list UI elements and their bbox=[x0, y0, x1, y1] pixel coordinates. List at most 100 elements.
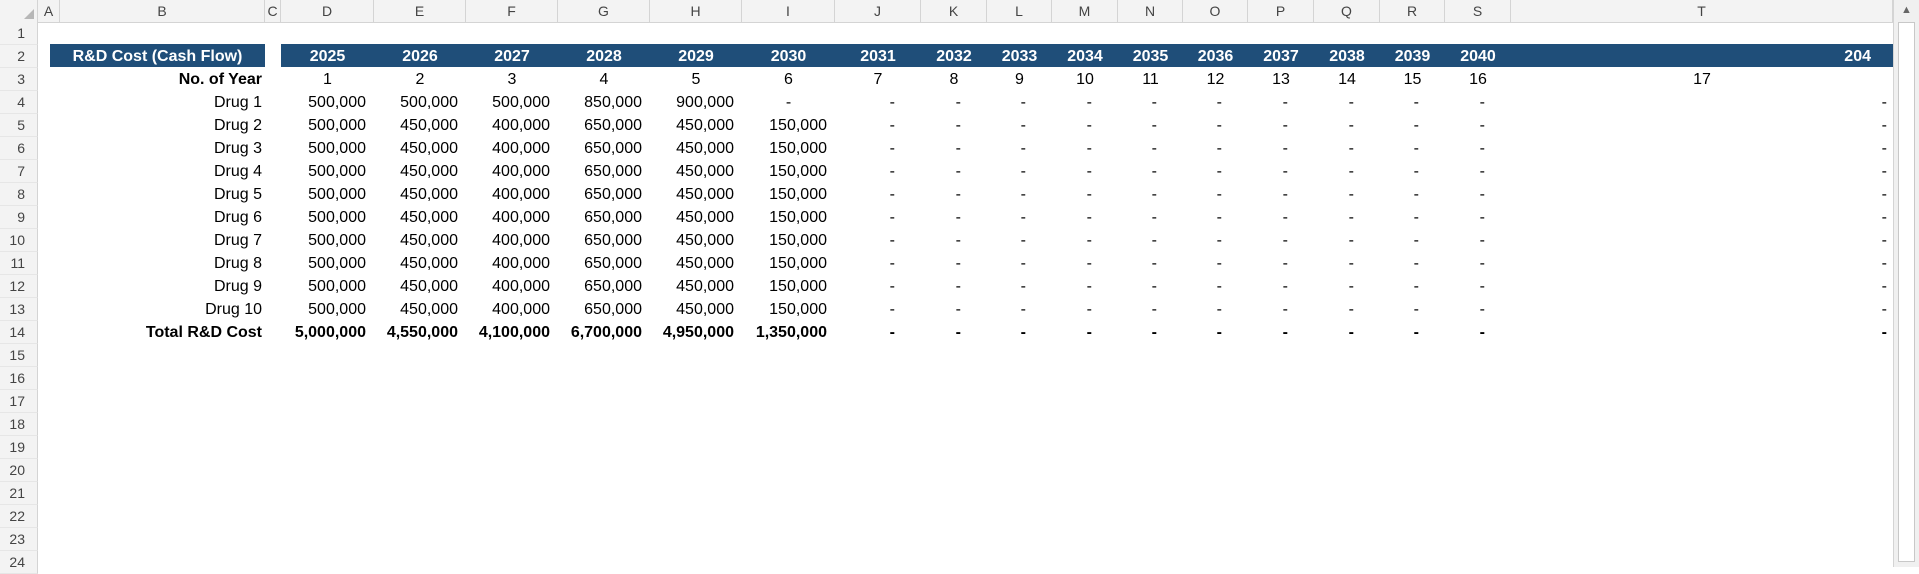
column-header-c[interactable]: C bbox=[265, 0, 281, 22]
drug-value-cell[interactable]: - bbox=[1348, 278, 1354, 295]
drug-value-cell[interactable]: 500,000 bbox=[308, 255, 366, 272]
drug-value-cell[interactable]: - bbox=[889, 94, 895, 111]
drug-value-cell[interactable]: 400,000 bbox=[492, 301, 550, 318]
row-header-1[interactable]: 1 bbox=[0, 22, 38, 45]
drug-value-cell[interactable]: - bbox=[955, 255, 961, 272]
drug-value-cell[interactable]: 500,000 bbox=[308, 278, 366, 295]
row-header-14[interactable]: 14 bbox=[0, 321, 38, 344]
row-header-10[interactable]: 10 bbox=[0, 229, 38, 252]
year-header-cell[interactable]: 2029 bbox=[678, 48, 714, 65]
drug-value-cell[interactable]: 500,000 bbox=[308, 301, 366, 318]
drug-value-cell[interactable]: - bbox=[1282, 255, 1288, 272]
column-header-f[interactable]: F bbox=[466, 0, 558, 22]
total-value-cell[interactable]: 6,700,000 bbox=[570, 324, 642, 341]
drug-value-cell[interactable]: 650,000 bbox=[584, 209, 642, 226]
drug-value-cell[interactable]: 450,000 bbox=[676, 186, 734, 203]
year-header-cell[interactable]: 2031 bbox=[860, 48, 896, 65]
year-number-cell[interactable]: 14 bbox=[1338, 71, 1356, 88]
year-number-cell[interactable]: 10 bbox=[1076, 71, 1094, 88]
column-header-a[interactable]: A bbox=[38, 0, 60, 22]
drug-value-cell[interactable]: - bbox=[1413, 255, 1419, 272]
drug-value-cell[interactable]: 150,000 bbox=[769, 140, 827, 157]
drug-value-cell[interactable]: 150,000 bbox=[769, 209, 827, 226]
year-header-cell[interactable]: 2030 bbox=[770, 48, 807, 65]
drug-value-cell[interactable]: 150,000 bbox=[769, 278, 827, 295]
total-value-cell[interactable]: - bbox=[1086, 324, 1092, 341]
drug-value-cell[interactable]: - bbox=[1348, 255, 1354, 272]
total-value-cell[interactable]: - bbox=[1881, 324, 1887, 341]
drug-value-cell[interactable]: - bbox=[1413, 278, 1419, 295]
row-header-17[interactable]: 17 bbox=[0, 390, 38, 413]
drug-name-cell[interactable]: Drug 3 bbox=[213, 140, 262, 157]
table-title[interactable]: R&D Cost (Cash Flow) bbox=[72, 48, 243, 65]
drug-value-cell[interactable]: - bbox=[1348, 140, 1354, 157]
total-value-cell[interactable]: - bbox=[889, 324, 895, 341]
drug-value-cell[interactable]: - bbox=[1216, 117, 1222, 134]
row-header-6[interactable]: 6 bbox=[0, 137, 38, 160]
drug-name-cell[interactable]: Drug 1 bbox=[213, 94, 262, 111]
year-header-cell[interactable]: 2034 bbox=[1067, 48, 1103, 65]
year-header-cell[interactable]: 2028 bbox=[586, 48, 622, 65]
drug-value-cell[interactable]: - bbox=[1479, 94, 1485, 111]
drug-name-cell[interactable]: Drug 8 bbox=[213, 255, 262, 272]
column-header-d[interactable]: D bbox=[281, 0, 374, 22]
drug-value-cell[interactable]: 500,000 bbox=[308, 94, 366, 111]
drug-value-cell[interactable]: 450,000 bbox=[400, 117, 458, 134]
drug-value-cell[interactable]: - bbox=[1086, 278, 1092, 295]
drug-value-cell[interactable]: - bbox=[889, 209, 895, 226]
drug-name-cell[interactable]: Drug 5 bbox=[213, 186, 262, 203]
drug-value-cell[interactable]: - bbox=[1348, 209, 1354, 226]
drug-value-cell[interactable]: - bbox=[1881, 94, 1887, 111]
drug-value-cell[interactable]: - bbox=[1216, 186, 1222, 203]
column-header-g[interactable]: G bbox=[558, 0, 650, 22]
drug-name-cell[interactable]: Drug 10 bbox=[205, 301, 262, 318]
drug-value-cell[interactable]: - bbox=[889, 163, 895, 180]
drug-name-cell[interactable]: Drug 4 bbox=[213, 163, 262, 180]
year-header-cell[interactable]: 2037 bbox=[1263, 48, 1299, 65]
vertical-scrollbar[interactable]: ▲ bbox=[1893, 0, 1919, 567]
row-header-21[interactable]: 21 bbox=[0, 482, 38, 505]
drug-value-cell[interactable]: - bbox=[1151, 163, 1157, 180]
drug-value-cell[interactable]: 450,000 bbox=[400, 186, 458, 203]
column-header-b[interactable]: B bbox=[60, 0, 265, 22]
total-value-cell[interactable]: - bbox=[1413, 324, 1419, 341]
drug-value-cell[interactable]: 900,000 bbox=[676, 94, 734, 111]
row-header-20[interactable]: 20 bbox=[0, 459, 38, 482]
drug-value-cell[interactable]: 450,000 bbox=[676, 163, 734, 180]
drug-value-cell[interactable]: - bbox=[955, 117, 961, 134]
drug-value-cell[interactable]: - bbox=[1086, 186, 1092, 203]
drug-value-cell[interactable]: - bbox=[1348, 186, 1354, 203]
year-number-label[interactable]: No. of Year bbox=[178, 71, 262, 88]
drug-value-cell[interactable]: 650,000 bbox=[584, 255, 642, 272]
drug-value-cell[interactable]: - bbox=[889, 255, 895, 272]
drug-value-cell[interactable]: - bbox=[1151, 209, 1157, 226]
drug-value-cell[interactable]: 150,000 bbox=[769, 186, 827, 203]
drug-value-cell[interactable]: 150,000 bbox=[769, 117, 827, 134]
column-header-o[interactable]: O bbox=[1183, 0, 1248, 22]
drug-value-cell[interactable]: 650,000 bbox=[584, 140, 642, 157]
scroll-up-arrow-icon[interactable]: ▲ bbox=[1901, 4, 1912, 16]
drug-value-cell[interactable]: - bbox=[1020, 209, 1026, 226]
drug-value-cell[interactable]: 400,000 bbox=[492, 255, 550, 272]
drug-value-cell[interactable]: - bbox=[1216, 163, 1222, 180]
drug-value-cell[interactable]: - bbox=[1479, 186, 1485, 203]
drug-value-cell[interactable]: - bbox=[955, 232, 961, 249]
row-header-12[interactable]: 12 bbox=[0, 275, 38, 298]
drug-value-cell[interactable]: 150,000 bbox=[769, 301, 827, 318]
drug-value-cell[interactable]: - bbox=[1881, 278, 1887, 295]
year-header-cell[interactable]: 2033 bbox=[1001, 48, 1038, 65]
drug-value-cell[interactable]: 450,000 bbox=[676, 255, 734, 272]
year-header-cell[interactable]: 2032 bbox=[936, 48, 972, 65]
row-header-23[interactable]: 23 bbox=[0, 528, 38, 551]
drug-value-cell[interactable]: - bbox=[889, 140, 895, 157]
row-header-3[interactable]: 3 bbox=[0, 68, 38, 91]
drug-value-cell[interactable]: - bbox=[1151, 140, 1157, 157]
column-header-r[interactable]: R bbox=[1380, 0, 1445, 22]
drug-value-cell[interactable]: 450,000 bbox=[400, 255, 458, 272]
year-number-cell[interactable]: 5 bbox=[691, 71, 701, 88]
scrollbar-thumb[interactable] bbox=[1898, 22, 1915, 562]
drug-value-cell[interactable]: 650,000 bbox=[584, 278, 642, 295]
drug-value-cell[interactable]: - bbox=[1479, 209, 1485, 226]
drug-value-cell[interactable]: - bbox=[955, 186, 961, 203]
drug-value-cell[interactable]: - bbox=[1151, 94, 1157, 111]
